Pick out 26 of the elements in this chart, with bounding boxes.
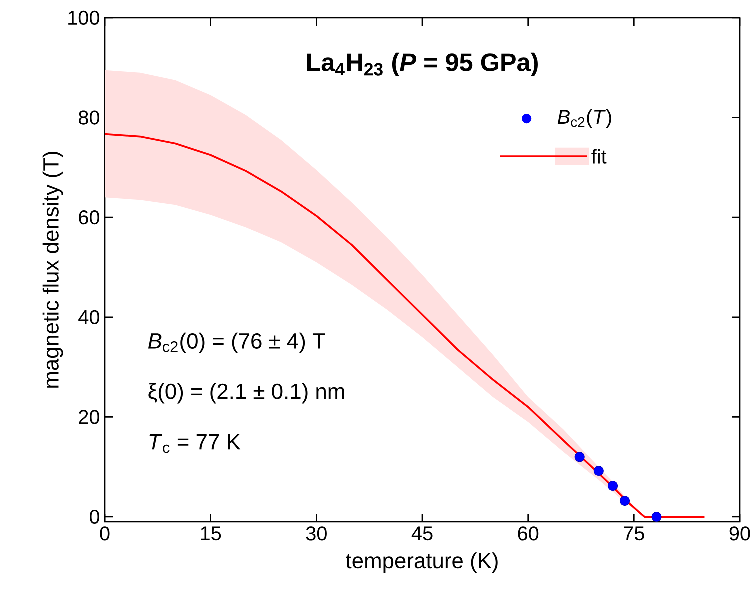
point: [620, 496, 630, 506]
x-tick-label: 90: [730, 526, 750, 541]
y-axis-title: magnetic flux density (T): [42, 152, 64, 388]
x-tick-label: 75: [624, 526, 644, 541]
x-tick-label: 15: [201, 526, 222, 541]
point: [608, 481, 618, 492]
legend-label: B$_{c2}$(T): [558, 110, 612, 128]
x-axis-title: temperature (K): [346, 552, 498, 574]
y-tick-label: 20: [79, 410, 100, 424]
x-tick-label: 60: [518, 526, 539, 541]
annotation: ξ(0) = (2.1 ± 0.1) nm: [148, 383, 344, 404]
point: [594, 466, 604, 476]
point: [652, 512, 662, 522]
text: La$_{4}$H$_{23}$ (P = 95 GPa): [307, 52, 538, 76]
legend-label: fit: [592, 149, 607, 164]
y-tick-label: 40: [78, 310, 100, 324]
y-tick-label: 100: [68, 10, 100, 26]
y-tick-label: 80: [79, 110, 100, 125]
x-tick-label: 30: [306, 526, 327, 541]
annotation: B$_{c2}$(0) = (76 ± 4) T: [148, 332, 326, 354]
annotation: T$_{c}$ = 77 K: [150, 434, 241, 454]
x-tick-label: 0: [100, 526, 110, 541]
y-tick-label: 0: [90, 510, 100, 524]
x-tick-label: 45: [412, 526, 433, 541]
point: [574, 452, 585, 462]
y-tick-label: 60: [79, 210, 100, 225]
